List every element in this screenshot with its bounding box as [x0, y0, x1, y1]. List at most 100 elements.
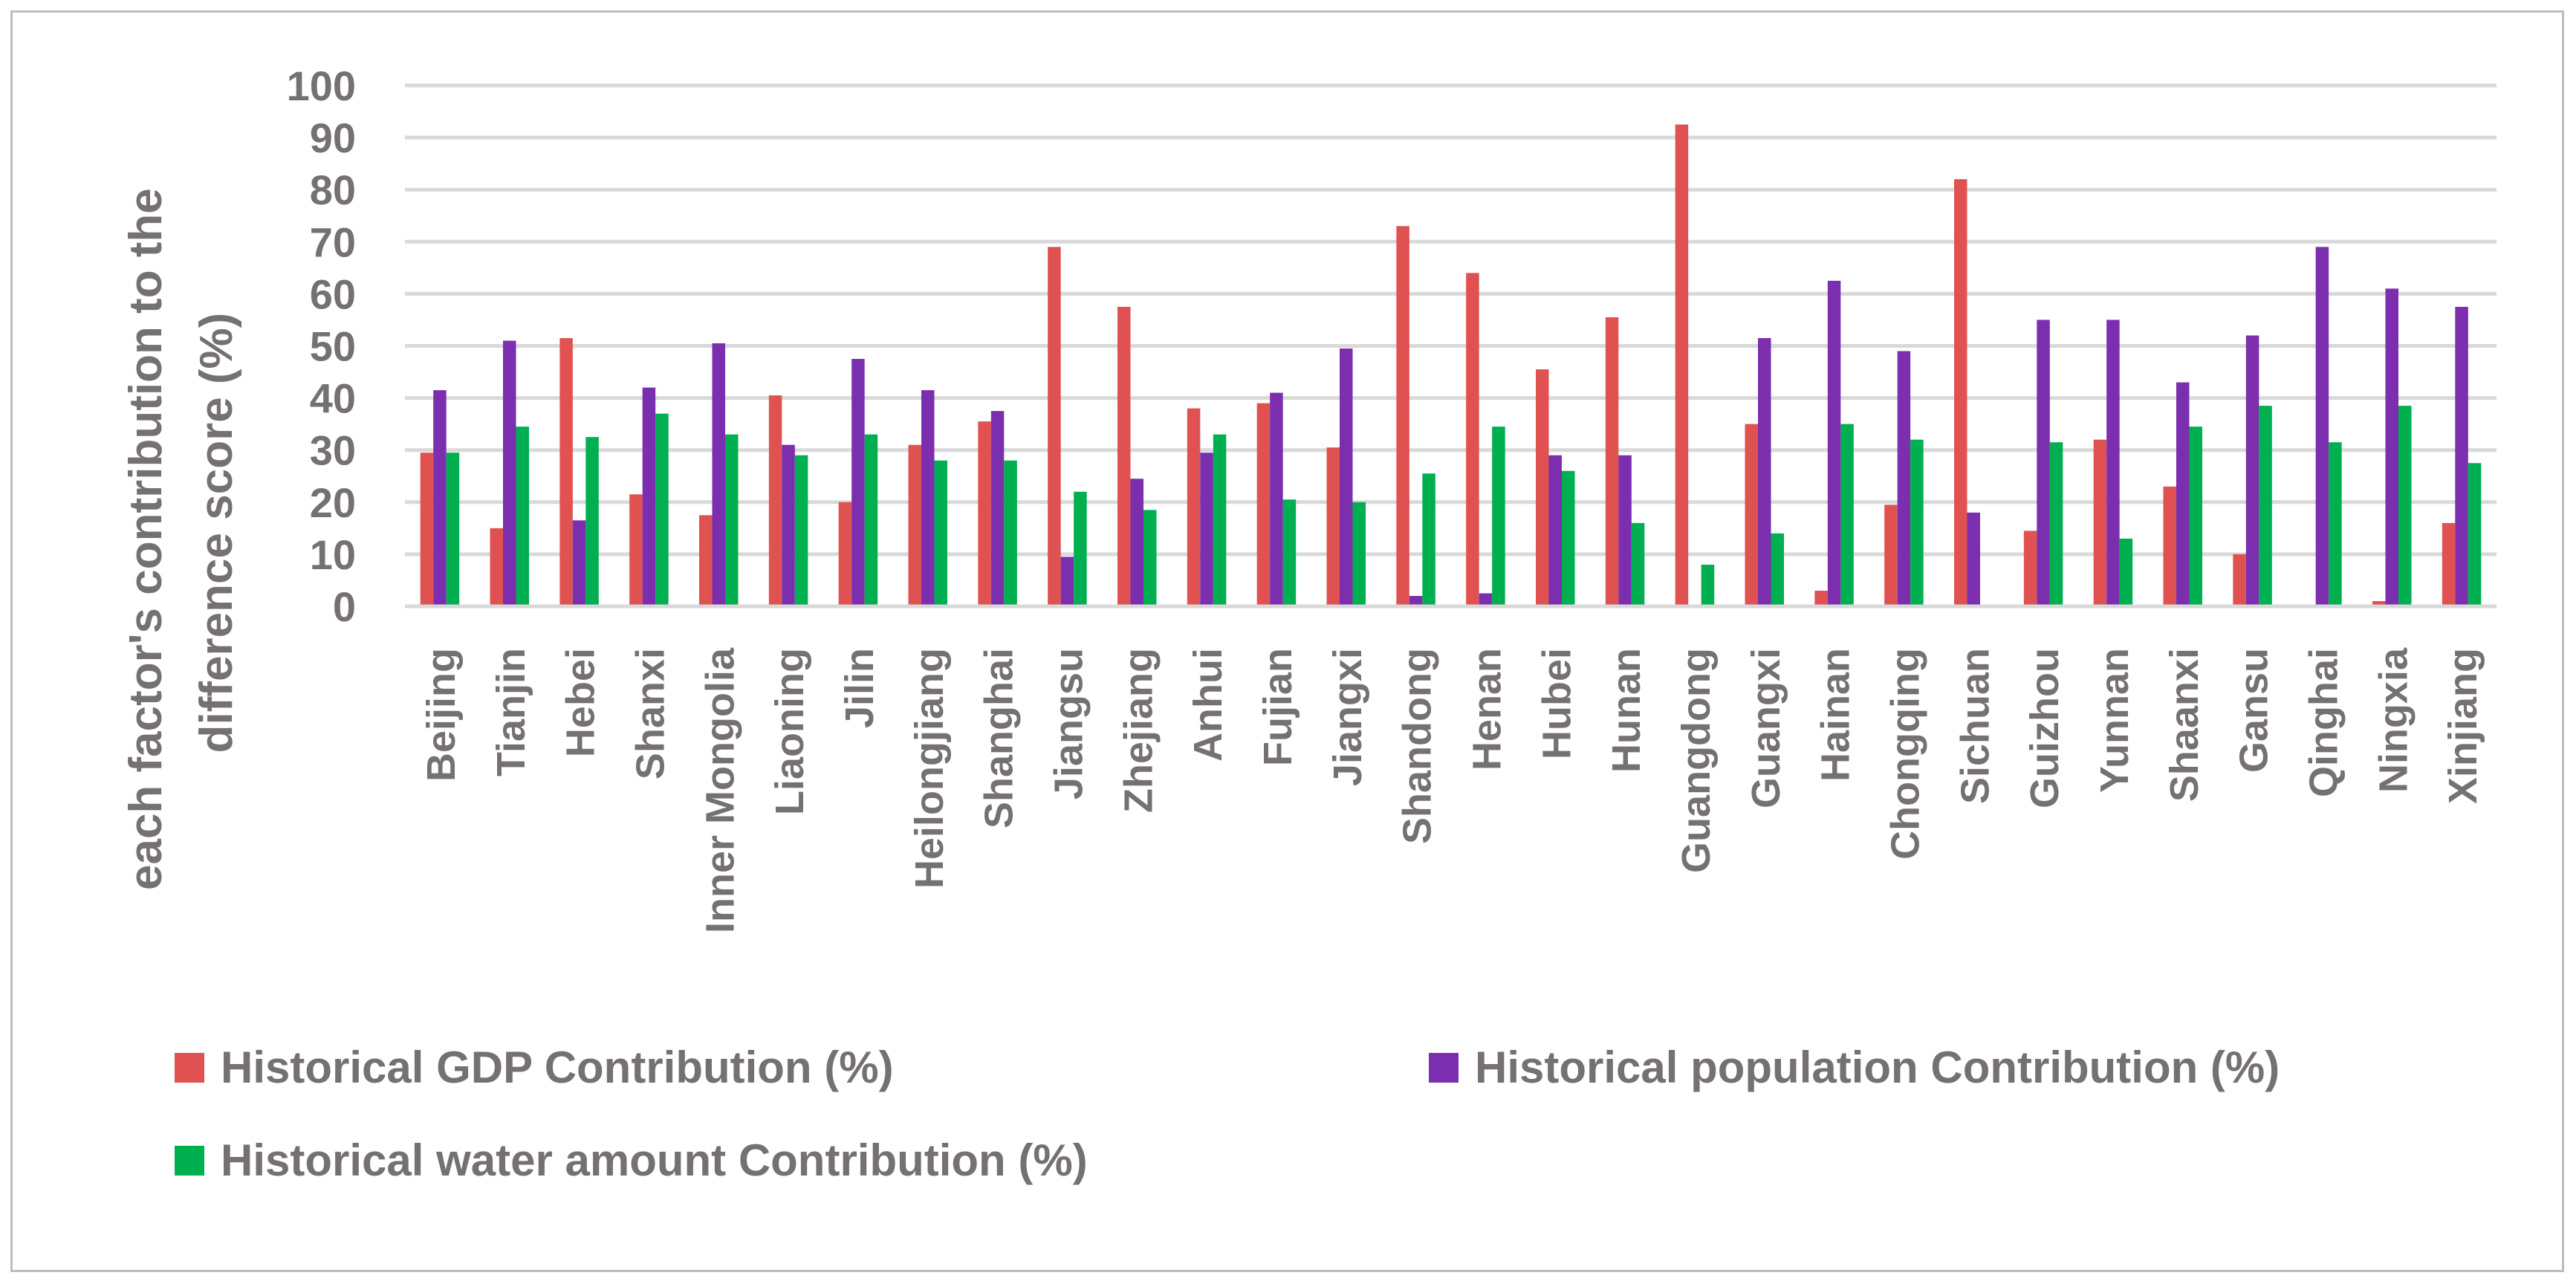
bar-water-beijing: [446, 453, 460, 606]
x-category-label: Hebei: [559, 648, 603, 757]
bar-water-guangdong: [1701, 564, 1715, 606]
x-category-label: Shanxi: [628, 648, 672, 779]
x-axis-category-labels: Beijing Tianjin Hebei Shanxi Inner Mongolia L…: [419, 647, 2485, 933]
x-category-label: Ningxia: [2371, 647, 2416, 793]
legend-label-gdp: Historical GDP Contribution (%): [221, 1043, 894, 1092]
y-axis-title-line-1: each factor's contribution to the: [120, 188, 172, 890]
bar-population-zhejiang: [1130, 479, 1143, 606]
bar-water-zhejiang: [1143, 510, 1157, 606]
bar-population-chongqing: [1897, 351, 1911, 606]
y-tick-label: 30: [310, 427, 356, 474]
bar-water-hunan: [1631, 522, 1645, 606]
bar-gdp-henan: [1466, 273, 1479, 606]
bar-gdp-shaanxi: [2163, 486, 2176, 606]
bar-water-gansu: [2259, 406, 2272, 606]
bar-gdp-guizhou: [2023, 531, 2037, 606]
bar-gdp-yunnan: [2093, 439, 2107, 606]
bar-water-ningxia: [2398, 406, 2412, 606]
bar-water-jilin: [864, 434, 878, 606]
x-category-label: Hunan: [1604, 648, 1649, 773]
legend-item-water: Historical water amount Contribution (%): [175, 1135, 1088, 1185]
bar-chart: 0 10 20 30 40 50 60 70 80 90 100 Beijing Tianjin Heb…: [120, 62, 2496, 1185]
bar-population-hainan: [1827, 280, 1841, 606]
bar-water-shanxi: [655, 413, 669, 606]
x-category-label: Liaoning: [768, 648, 812, 815]
x-category-label: Shandong: [1395, 648, 1440, 844]
bar-population-anhui: [1200, 453, 1213, 606]
bar-gdp-hubei: [1536, 369, 1549, 606]
y-tick-label: 60: [310, 270, 356, 317]
legend-swatch-population: [1429, 1053, 1459, 1083]
bar-population-hubei: [1548, 455, 1562, 606]
bar-population-hunan: [1618, 455, 1632, 606]
bar-gdp-sichuan: [1954, 179, 1967, 606]
bar-water-jiangsu: [1074, 491, 1087, 606]
bar-gdp-heilongjiang: [908, 444, 921, 606]
bar-water-shandong: [1422, 473, 1435, 606]
bar-gdp-jiangxi: [1326, 447, 1340, 606]
bar-population-hebei: [572, 520, 586, 606]
y-tick-label: 40: [310, 375, 356, 422]
bar-gdp-guangxi: [1745, 424, 1758, 606]
bar-water-guizhou: [2049, 442, 2063, 606]
bar-gdp-shanghai: [978, 421, 991, 606]
chart-frame: 0 10 20 30 40 50 60 70 80 90 100 Beijing Tianjin Heb…: [10, 10, 2564, 1272]
bar-population-shanghai: [990, 411, 1005, 606]
bar-water-shanghai: [1004, 460, 1017, 606]
bar-gdp-chongqing: [1884, 505, 1898, 606]
legend-label-population: Historical population Contribution (%): [1475, 1043, 2280, 1092]
x-category-label: Jiangsu: [1046, 648, 1091, 800]
x-category-label: Chongqing: [1883, 648, 1927, 860]
legend-label-water: Historical water amount Contribution (%): [221, 1135, 1088, 1185]
x-category-label: Sichuan: [1953, 648, 1997, 804]
y-tick-label: 100: [287, 62, 356, 109]
y-tick-label: 50: [310, 323, 356, 370]
x-category-label: Gansu: [2232, 648, 2277, 773]
x-category-label: Inner Mongolia: [698, 647, 742, 933]
x-category-label: Xinjiang: [2441, 648, 2485, 804]
bar-population-yunnan: [2106, 320, 2120, 606]
bar-gdp-shanxi: [629, 494, 643, 606]
bar-population-xinjiang: [2455, 306, 2468, 606]
y-axis-title: each factor's contribution to the differ…: [120, 175, 242, 890]
bar-population-guangxi: [1758, 337, 1771, 606]
legend: Historical GDP Contribution (%) Historic…: [175, 1043, 2280, 1185]
y-tick-label: 90: [310, 114, 356, 161]
bar-gdp-jiangsu: [1048, 247, 1061, 606]
bar-gdp-liaoning: [768, 395, 782, 606]
y-tick-label: 0: [333, 583, 356, 630]
bars: [420, 124, 2482, 606]
gridlines: [405, 83, 2496, 557]
bar-water-shaanxi: [2189, 427, 2202, 606]
bar-water-fujian: [1282, 499, 1297, 606]
bar-gdp-hunan: [1605, 317, 1619, 606]
bar-gdp-beijing: [420, 453, 434, 606]
bar-gdp-inner-mongolia: [699, 515, 713, 606]
bar-water-hubei: [1562, 470, 1575, 606]
bar-population-jiangsu: [1060, 557, 1074, 606]
y-tick-label: 20: [310, 479, 356, 526]
x-category-label: Guizhou: [2022, 648, 2067, 808]
bar-gdp-tianjin: [490, 528, 503, 606]
bar-gdp-zhejiang: [1117, 306, 1131, 606]
bar-population-beijing: [433, 390, 447, 606]
x-category-label: Anhui: [1186, 648, 1230, 762]
bar-water-henan: [1492, 427, 1505, 606]
bar-gdp-xinjiang: [2442, 522, 2456, 606]
x-category-label: Tianjin: [489, 648, 533, 776]
x-category-label: Zhejiang: [1116, 648, 1161, 813]
bar-water-heilongjiang: [934, 460, 947, 606]
x-category-label: Heilongjiang: [907, 648, 952, 889]
y-tick-label: 10: [310, 531, 356, 578]
bar-water-liaoning: [794, 455, 808, 606]
bar-water-hainan: [1840, 424, 1854, 606]
y-axis-title-line-2: difference score (%): [191, 313, 242, 753]
bar-water-jiangxi: [1352, 502, 1366, 606]
bar-water-hebei: [585, 437, 599, 606]
bar-population-shandong: [1409, 595, 1423, 606]
x-category-label: Shanghai: [977, 648, 1022, 829]
bar-population-henan: [1479, 593, 1493, 606]
bar-gdp-gansu: [2233, 554, 2246, 606]
bar-water-tianjin: [516, 427, 529, 606]
bar-population-shanxi: [642, 387, 656, 606]
